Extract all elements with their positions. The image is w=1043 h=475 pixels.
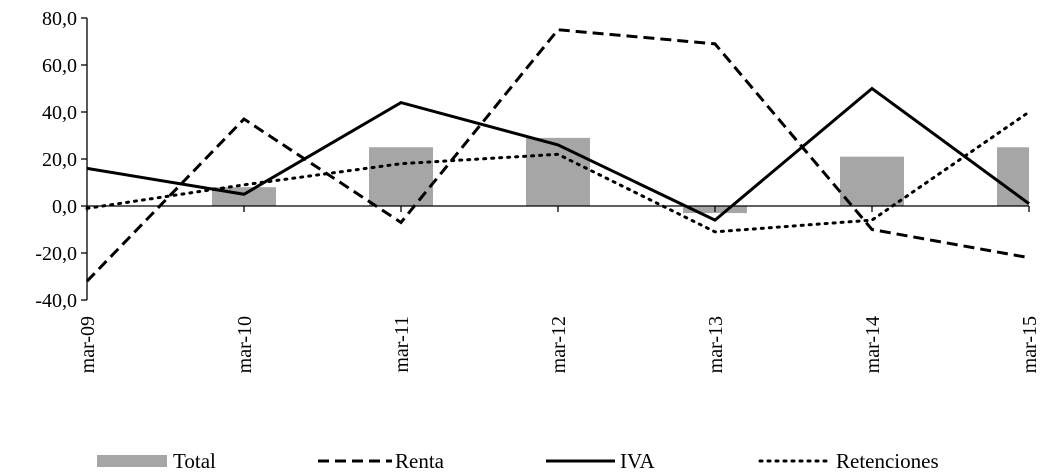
- series-line-iva: [86, 86, 1030, 222]
- y-tick-label: 40,0: [42, 102, 77, 124]
- y-tick-label: 20,0: [42, 149, 77, 171]
- y-tick-label: 60,0: [42, 55, 77, 77]
- legend-item-iva: IVA: [546, 449, 655, 473]
- legend-item-retenciones: Retenciones: [758, 449, 939, 473]
- legend: Total Renta IVA Retenciones: [97, 449, 939, 473]
- bar-total-mar-15: [997, 147, 1029, 206]
- y-tick-label: -20,0: [35, 243, 77, 265]
- x-tick-label: mar-09: [77, 316, 99, 373]
- legend-label: Total: [173, 449, 216, 473]
- series-line-retenciones: [85, 110, 1031, 234]
- x-tick-label: mar-12: [548, 316, 570, 373]
- lines-layer: [85, 28, 1031, 283]
- x-tick-label: mar-14: [862, 316, 884, 373]
- y-tick-label: 0,0: [52, 196, 77, 218]
- legend-item-total: Total: [97, 449, 216, 473]
- x-tick-label: mar-15: [1019, 316, 1041, 373]
- y-tick-label: -40,0: [35, 290, 77, 312]
- legend-item-renta: Renta: [318, 449, 445, 473]
- bar-total-mar-12: [526, 137, 590, 206]
- x-tick-label: mar-13: [705, 316, 727, 373]
- x-tick-label: mar-11: [391, 316, 413, 373]
- bar-total-mar-14: [840, 156, 904, 206]
- x-tick-label: mar-10: [234, 316, 256, 373]
- legend-label: Renta: [395, 449, 445, 473]
- legend-label: Retenciones: [836, 449, 939, 473]
- legend-swatch: [97, 455, 167, 467]
- legend-label: IVA: [620, 449, 655, 473]
- y-tick-label: 80,0: [42, 8, 77, 30]
- series-line-renta: [85, 28, 1030, 283]
